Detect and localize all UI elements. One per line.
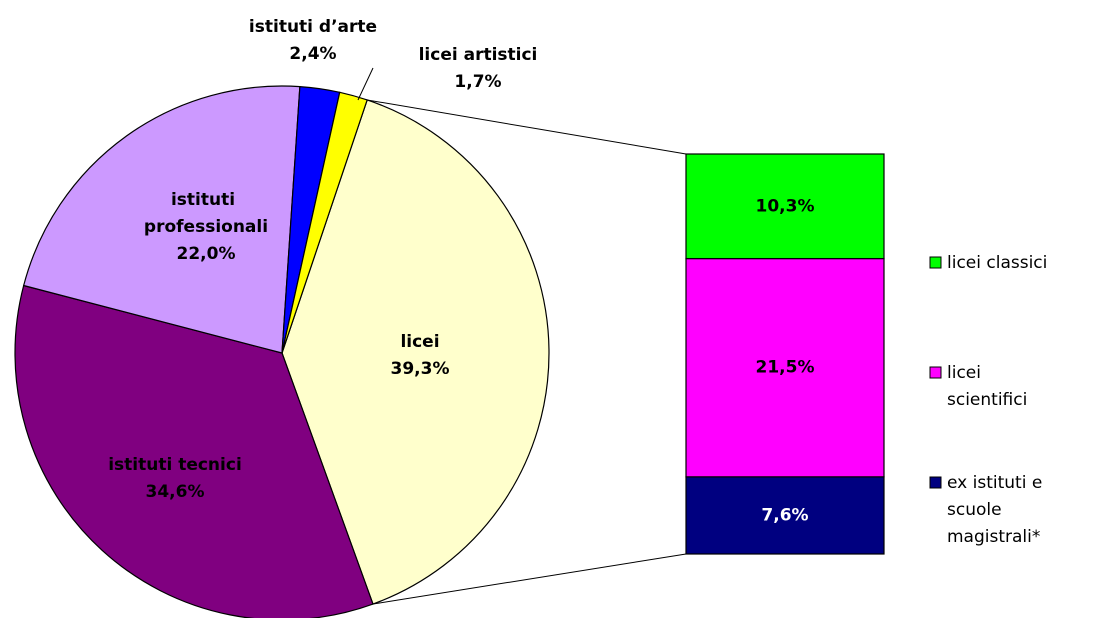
pie-slice bbox=[14, 284, 374, 618]
legend-swatch bbox=[929, 476, 942, 489]
connector-line bbox=[367, 99, 687, 155]
bar-segment bbox=[685, 257, 885, 478]
slice-label: istituti professionali bbox=[144, 190, 268, 237]
connector-line bbox=[372, 553, 687, 605]
slice-label: istituti tecnici bbox=[108, 455, 242, 475]
slice-label: licei bbox=[400, 332, 439, 352]
bar-value-label: 7,6% bbox=[761, 505, 808, 525]
leader-line bbox=[357, 67, 374, 101]
pie-slice bbox=[281, 99, 550, 605]
legend-swatch bbox=[929, 256, 942, 269]
slice-label: istituti d’arte bbox=[249, 17, 377, 37]
bar-value-label: 21,5% bbox=[756, 358, 815, 378]
legend-label: licei classici bbox=[947, 253, 1047, 273]
slice-value-label: 22,0% bbox=[177, 244, 236, 264]
slice-value-label: 34,6% bbox=[146, 482, 205, 502]
slice-label: licei artistici bbox=[419, 45, 538, 65]
slice-value-label: 39,3% bbox=[391, 359, 450, 379]
slice-value-label: 1,7% bbox=[454, 72, 501, 92]
slice-value-label: 2,4% bbox=[289, 44, 336, 64]
legend-label: licei scientifici bbox=[947, 363, 1027, 410]
bar-segment bbox=[685, 476, 885, 555]
pie-slice bbox=[281, 91, 368, 354]
bar-value-label: 10,3% bbox=[756, 196, 815, 216]
pie-slice bbox=[22, 85, 301, 354]
bar-segment bbox=[685, 153, 885, 260]
legend-label: ex istituti e scuole magistrali* bbox=[947, 473, 1048, 547]
legend-swatch bbox=[929, 366, 942, 379]
